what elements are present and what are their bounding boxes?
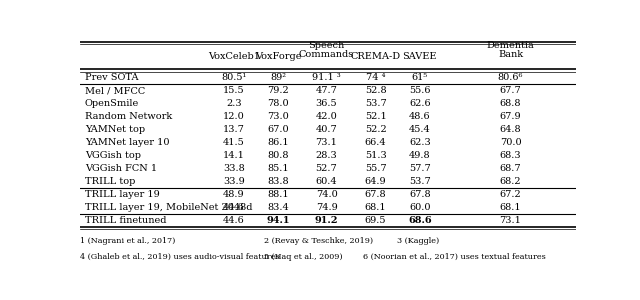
Text: VoxForge: VoxForge [255,52,301,61]
Text: 33.8: 33.8 [223,164,244,173]
Text: 74 ⁴: 74 ⁴ [366,73,385,82]
Text: 69.5: 69.5 [365,216,387,225]
Text: 68.2: 68.2 [500,177,522,186]
Text: 91.2: 91.2 [315,216,339,225]
Text: VoxCeleb1: VoxCeleb1 [208,52,260,61]
Text: SAVEE: SAVEE [403,52,437,61]
Text: 40.7: 40.7 [316,125,337,134]
Text: 67.0: 67.0 [268,125,289,134]
Text: VGGish FCN 1: VGGish FCN 1 [85,164,157,173]
Text: 73.1: 73.1 [500,216,522,225]
Text: 73.0: 73.0 [268,112,289,121]
Text: 67.7: 67.7 [500,86,522,95]
Text: Mel / MFCC: Mel / MFCC [85,86,145,95]
Text: YAMNet top: YAMNet top [85,125,145,134]
Text: 55.6: 55.6 [409,86,431,95]
Text: 68.6: 68.6 [408,216,431,225]
Text: 55.7: 55.7 [365,164,387,173]
Text: 68.7: 68.7 [500,164,522,173]
Text: 88.1: 88.1 [268,190,289,199]
Text: 36.5: 36.5 [316,99,337,108]
Text: 53.7: 53.7 [365,99,387,108]
Text: Dementia: Dementia [486,41,534,50]
Text: 52.2: 52.2 [365,125,387,134]
Text: 67.8: 67.8 [365,190,387,199]
Text: 41.5: 41.5 [223,138,244,147]
Text: 3 (Kaggle): 3 (Kaggle) [397,237,440,245]
Text: 68.1: 68.1 [500,202,522,211]
Text: 70.0: 70.0 [500,138,522,147]
Text: 80.5¹: 80.5¹ [221,73,246,82]
Text: 78.0: 78.0 [268,99,289,108]
Text: 4 (Ghaleb et al., 2019) uses audio-visual features: 4 (Ghaleb et al., 2019) uses audio-visua… [80,253,280,261]
Text: 48.6: 48.6 [409,112,431,121]
Text: 66.4: 66.4 [365,138,387,147]
Text: 42.0: 42.0 [316,112,337,121]
Text: 6 (Noorian et al., 2017) uses textual features: 6 (Noorian et al., 2017) uses textual fe… [363,253,545,261]
Text: TRILL finetuned: TRILL finetuned [85,216,166,225]
Text: 52.1: 52.1 [365,112,387,121]
Text: 48.9: 48.9 [223,190,244,199]
Text: 68.3: 68.3 [500,151,522,160]
Text: 52.8: 52.8 [365,86,387,95]
Text: 61⁵: 61⁵ [412,73,428,82]
Text: 60.0: 60.0 [409,202,431,211]
Text: OpenSmile: OpenSmile [85,99,140,108]
Text: 80.8: 80.8 [268,151,289,160]
Text: Random Network: Random Network [85,112,172,121]
Text: 15.5: 15.5 [223,86,244,95]
Text: TRILL top: TRILL top [85,177,135,186]
Text: 51.3: 51.3 [365,151,387,160]
Text: 67.9: 67.9 [500,112,522,121]
Text: 85.1: 85.1 [268,164,289,173]
Text: 68.1: 68.1 [365,202,387,211]
Text: 67.8: 67.8 [409,190,431,199]
Text: Commands: Commands [299,50,354,59]
Text: 49.8: 49.8 [409,151,431,160]
Text: 45.4: 45.4 [409,125,431,134]
Text: 53.7: 53.7 [409,177,431,186]
Text: 12.0: 12.0 [223,112,244,121]
Text: 47.7: 47.7 [316,86,337,95]
Text: Prev SOTA: Prev SOTA [85,73,138,82]
Text: 86.1: 86.1 [268,138,289,147]
Text: 44.6: 44.6 [223,202,244,211]
Text: 73.1: 73.1 [316,138,337,147]
Text: 57.7: 57.7 [409,164,431,173]
Text: TRILL layer 19, MobileNet 2048d: TRILL layer 19, MobileNet 2048d [85,202,252,211]
Text: 64.8: 64.8 [500,125,522,134]
Text: TRILL layer 19: TRILL layer 19 [85,190,160,199]
Text: 67.2: 67.2 [500,190,522,199]
Text: 80.6⁶: 80.6⁶ [498,73,524,82]
Text: 79.2: 79.2 [268,86,289,95]
Text: 68.8: 68.8 [500,99,521,108]
Text: Speech: Speech [308,41,344,50]
Text: 13.7: 13.7 [223,125,244,134]
Text: 1 (Nagrani et al., 2017): 1 (Nagrani et al., 2017) [80,237,175,245]
Text: 62.3: 62.3 [409,138,431,147]
Text: 28.3: 28.3 [316,151,337,160]
Text: 74.0: 74.0 [316,190,337,199]
Text: 94.1: 94.1 [267,216,290,225]
Text: 64.9: 64.9 [365,177,387,186]
Text: 5 (Haq et al., 2009): 5 (Haq et al., 2009) [264,253,342,261]
Text: 2 (Revay & Teschke, 2019): 2 (Revay & Teschke, 2019) [264,237,372,245]
Text: 44.6: 44.6 [223,216,244,225]
Text: 14.1: 14.1 [223,151,244,160]
Text: 89²: 89² [270,73,287,82]
Text: 52.7: 52.7 [316,164,337,173]
Text: 74.9: 74.9 [316,202,337,211]
Text: 33.9: 33.9 [223,177,244,186]
Text: 62.6: 62.6 [409,99,431,108]
Text: VGGish top: VGGish top [85,151,141,160]
Text: 2.3: 2.3 [226,99,241,108]
Text: 91.1 ³: 91.1 ³ [312,73,341,82]
Text: YAMNet layer 10: YAMNet layer 10 [85,138,170,147]
Text: 60.4: 60.4 [316,177,337,186]
Text: 83.4: 83.4 [268,202,289,211]
Text: 83.8: 83.8 [268,177,289,186]
Text: CREMA-D: CREMA-D [351,52,401,61]
Text: Bank: Bank [498,50,523,59]
